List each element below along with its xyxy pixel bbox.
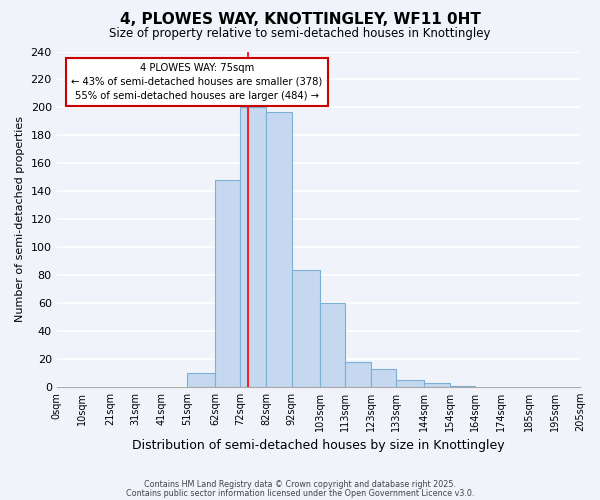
Bar [424,382,450,387]
Bar [215,180,241,387]
Text: 4, PLOWES WAY, KNOTTINGLEY, WF11 0HT: 4, PLOWES WAY, KNOTTINGLEY, WF11 0HT [119,12,481,28]
Bar [241,108,266,387]
Bar [320,303,345,387]
Text: Contains public sector information licensed under the Open Government Licence v3: Contains public sector information licen… [126,488,474,498]
Text: 4 PLOWES WAY: 75sqm
← 43% of semi-detached houses are smaller (378)
55% of semi-: 4 PLOWES WAY: 75sqm ← 43% of semi-detach… [71,62,323,100]
Bar [371,369,396,387]
Bar [292,270,320,387]
X-axis label: Distribution of semi-detached houses by size in Knottingley: Distribution of semi-detached houses by … [132,440,505,452]
Text: Contains HM Land Registry data © Crown copyright and database right 2025.: Contains HM Land Registry data © Crown c… [144,480,456,489]
Text: Size of property relative to semi-detached houses in Knottingley: Size of property relative to semi-detach… [109,28,491,40]
Bar [450,386,475,387]
Bar [345,362,371,387]
Y-axis label: Number of semi-detached properties: Number of semi-detached properties [15,116,25,322]
Bar [396,380,424,387]
Bar [266,112,292,387]
Bar [187,373,215,387]
